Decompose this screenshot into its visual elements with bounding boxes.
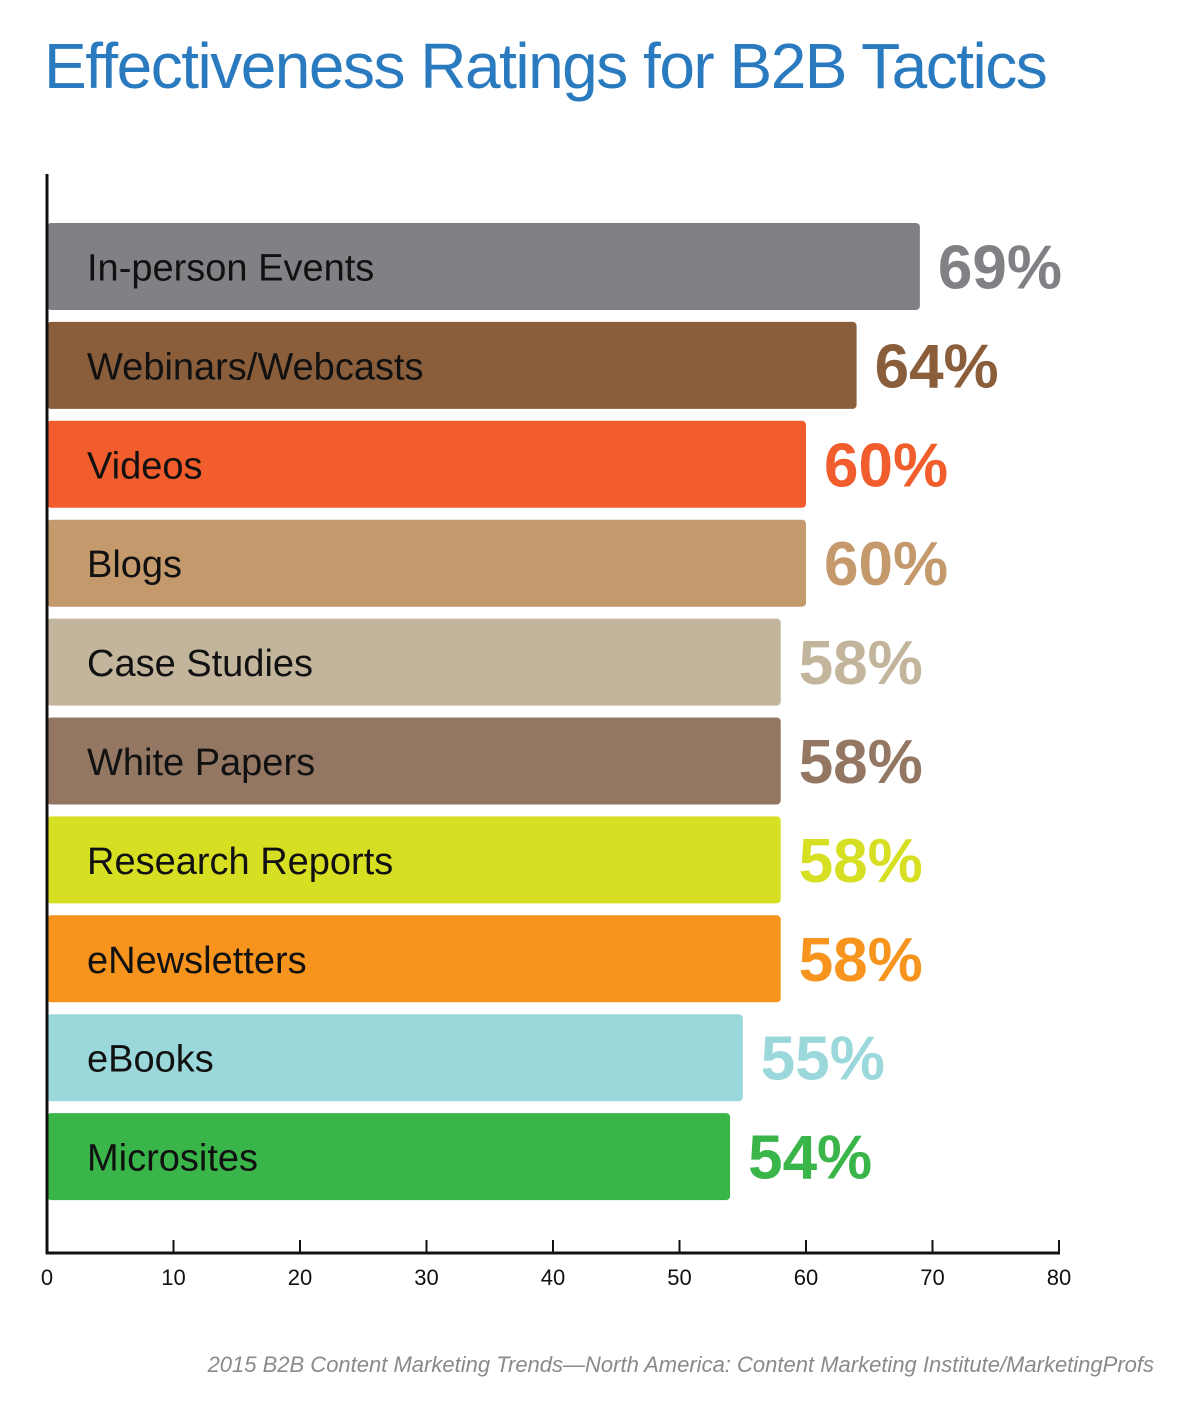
bar-value-label: 60% [824, 530, 948, 599]
bar [47, 321, 857, 409]
bar-value-label: 58% [799, 926, 923, 995]
bar-value-label: 58% [799, 827, 923, 896]
bar [47, 420, 806, 508]
bar-value-label: 69% [938, 234, 1062, 303]
bar-category-label: Webinars/Webcasts [87, 346, 424, 388]
bar-category-label: Case Studies [87, 643, 313, 685]
bar [47, 717, 781, 805]
x-tick-label: 60 [794, 1265, 818, 1290]
bar-value-label: 64% [875, 332, 999, 401]
x-tick-label: 30 [414, 1265, 438, 1290]
x-tick-label: 50 [667, 1265, 691, 1290]
x-tick-label: 70 [920, 1265, 944, 1290]
bar-category-label: Microsites [87, 1138, 258, 1180]
bar-category-label: eNewsletters [87, 940, 307, 982]
bar [47, 618, 781, 706]
chart-source-note: 2015 B2B Content Marketing Trends—North … [207, 1352, 1154, 1377]
bar [47, 223, 920, 310]
chart-title: Effectiveness Ratings for B2B Tactics [44, 30, 1048, 102]
bar [47, 915, 781, 1003]
x-tick-label: 40 [541, 1265, 565, 1290]
bar [47, 816, 781, 904]
x-tick-label: 80 [1047, 1265, 1071, 1290]
bar [47, 1113, 731, 1201]
x-tick-label: 10 [161, 1265, 185, 1290]
bar-category-label: Blogs [87, 544, 182, 586]
x-tick-label: 0 [41, 1265, 53, 1290]
bar-category-label: White Papers [87, 742, 315, 784]
bar-value-label: 58% [799, 728, 923, 797]
bar-category-label: eBooks [87, 1039, 214, 1081]
bar-category-label: Videos [87, 445, 203, 487]
bar [47, 519, 806, 607]
bar-value-label: 55% [761, 1025, 885, 1094]
x-tick-label: 20 [288, 1265, 312, 1290]
bar-value-label: 58% [799, 629, 923, 698]
bar-value-label: 60% [824, 431, 948, 500]
bar [47, 1014, 743, 1102]
bar-category-label: Research Reports [87, 841, 393, 883]
bar-value-label: 54% [748, 1124, 872, 1193]
bar-category-label: In-person Events [87, 248, 374, 290]
